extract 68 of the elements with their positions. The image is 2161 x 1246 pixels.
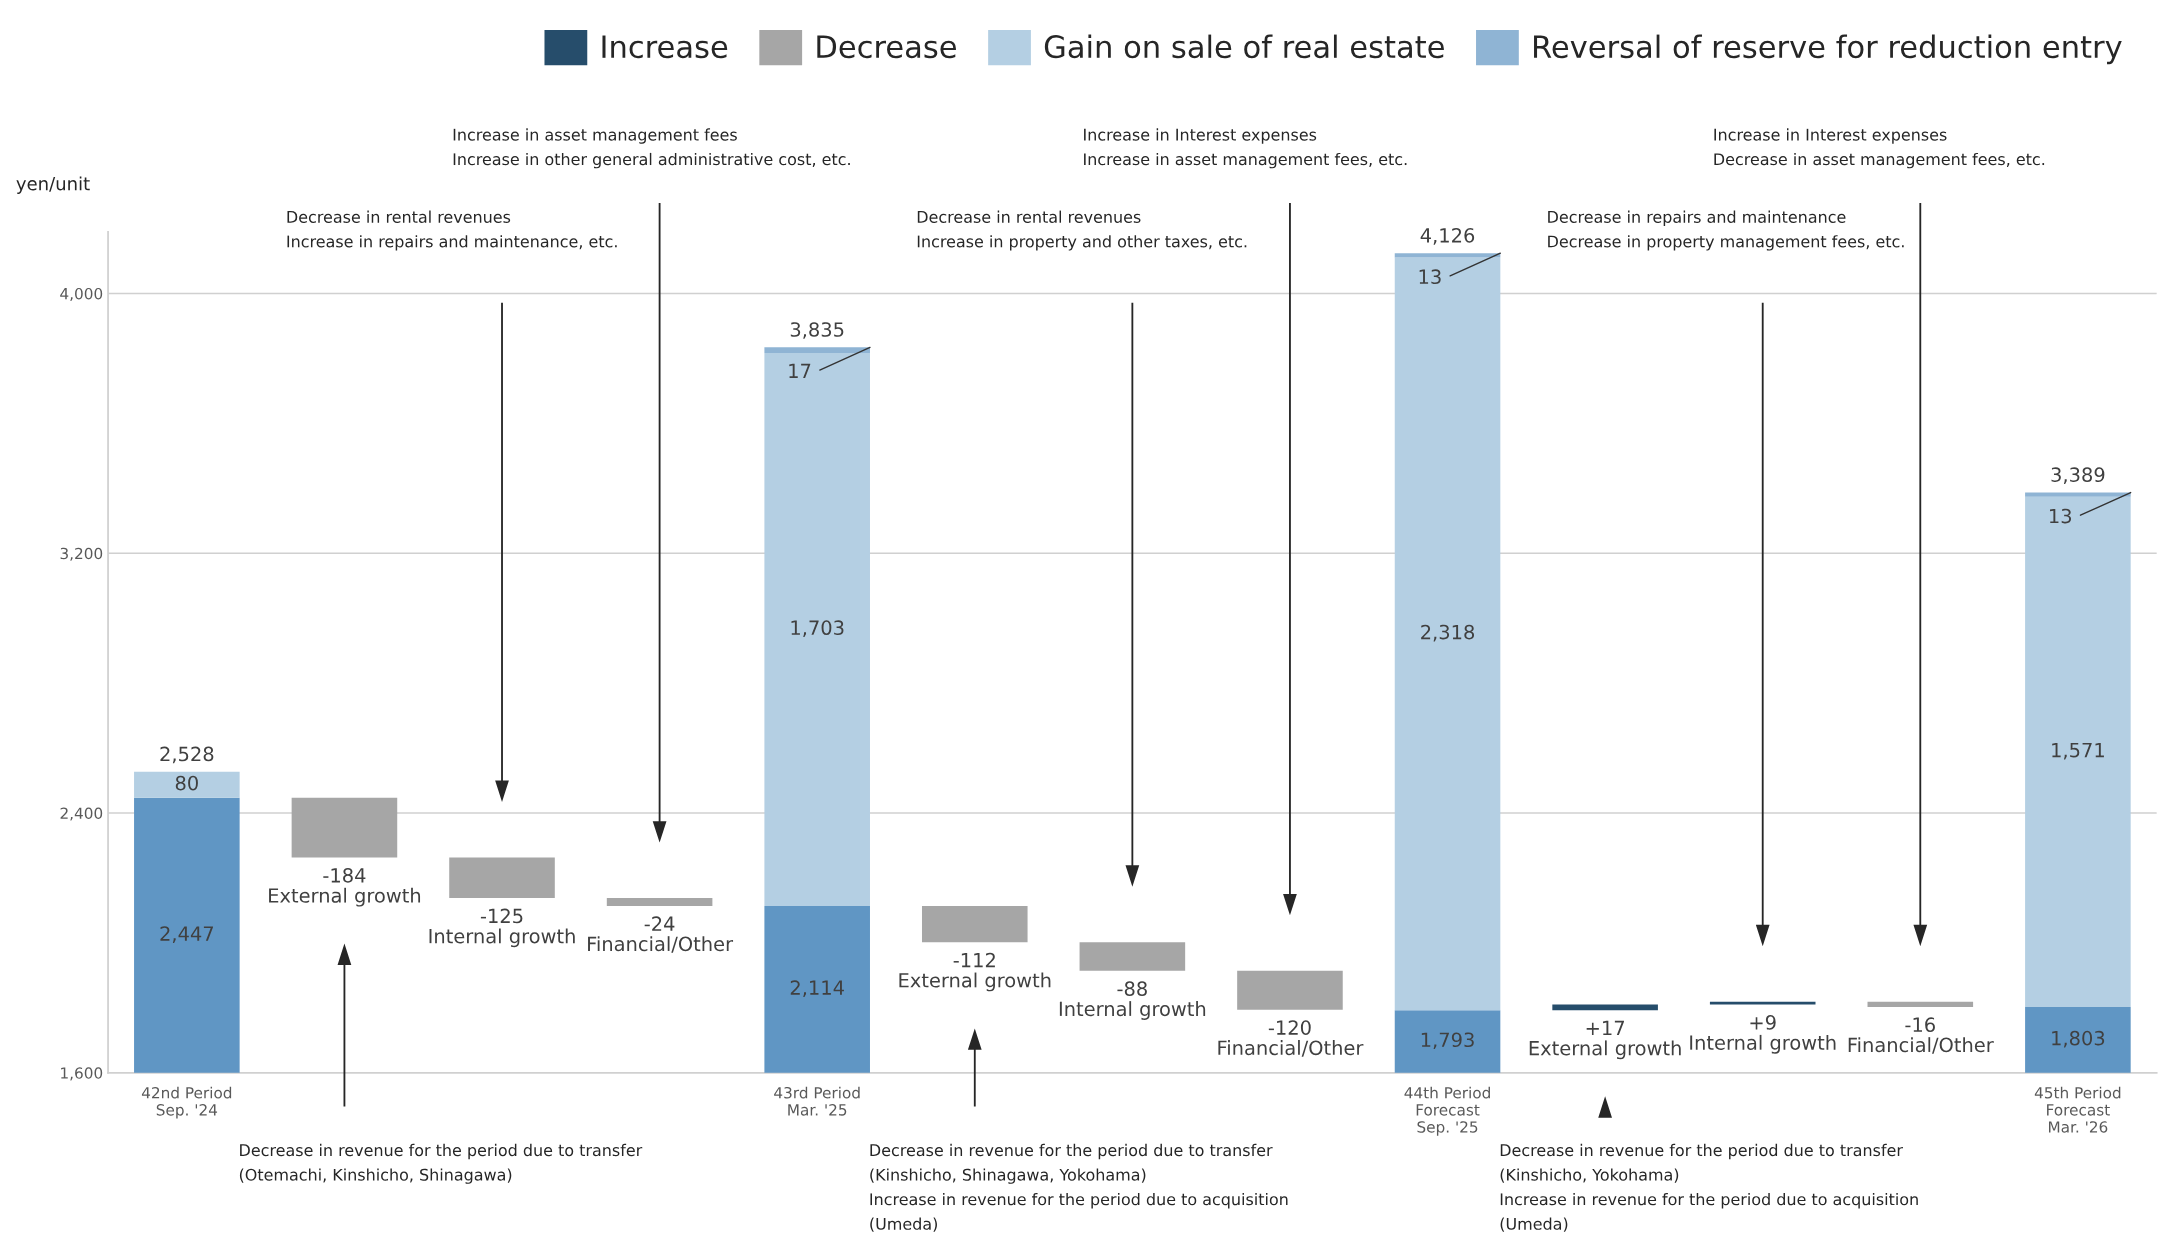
x-tick-label: External growth [899,972,1051,992]
data-label: -16 [1905,1017,1935,1033]
bar [1867,1001,1974,1007]
total-label: 3,835 [790,322,844,339]
text: Increase in Interest expenses Decrease in asset management fees, etc. [1714,128,2045,169]
legend-label: Gain on sale of real estate [1044,34,1444,59]
y-tick-label: 4,000 [60,287,103,302]
total-label: 2,528 [160,746,214,764]
data-label: +17 [1586,1020,1624,1035]
total-label: 3,389 [2051,467,2105,484]
x-tick-label: External growth [1529,1040,1681,1060]
data-label: 1,703 [791,620,844,638]
data-label: -24 [644,916,675,931]
x-tick-label: Financial/Other [1218,1040,1364,1057]
text: Decrease in revenue for the period due to transfer (Otemachi, Kinshicho, Shinagawa) [239,1143,643,1184]
text: Increase in Interest expenses Increase in asset management fees, etc. [1084,128,1407,169]
data-label: 2,447 [160,926,214,943]
data-label: 17 [789,363,811,378]
bar [1552,1004,1658,1011]
data-label: 80 [175,775,198,791]
text: Decrease in revenue for the period due to transfer (Kinshicho, Yokohama) Increase in revenue for the period due to acquisition (Umeda) [1500,1143,1918,1232]
x-tick-label: External growth [269,887,421,907]
bar [2025,492,2131,497]
x-tick-label: Internal growth [1690,1034,1836,1054]
data-label: +9 [1750,1015,1776,1030]
data-label: 1,793 [1421,1032,1474,1050]
y-tick-label: 3,200 [60,547,103,561]
bar [1079,942,1186,971]
x-tick-label: Internal growth [1059,1001,1206,1020]
annotation: Decrease in repairs and maintenance Decrease in property management fees, etc. [1548,210,1904,251]
x-tick-label: 43rd Period Mar. '25 [774,1086,860,1116]
data-label: 2,114 [790,980,844,997]
legend-label: Decrease [817,35,956,59]
y-tick-label: 2,400 [60,807,103,821]
legend-label: Reversal of reserve for reduction entry [1534,34,2122,65]
bar [764,347,870,353]
data-label: 1,571 [2052,743,2104,760]
bar [921,905,1028,943]
data-label: -184 [323,867,366,883]
y-axis-title: yen/unit [16,176,90,194]
data-label: 13 [1419,269,1441,285]
bar [1237,970,1343,1010]
data-label: -112 [953,952,995,968]
x-tick-label: 45th Period Forecast Mar. '26 [2034,1086,2121,1133]
x-tick-label: 44th Period Forecast Sep. '25 [1404,1086,1490,1136]
data-label: 1,803 [2052,1030,2105,1048]
text: Increase in asset management fees Increase in other general administrative cost, etc. [453,128,850,169]
bar [606,898,713,906]
bar [1709,1001,1816,1005]
y-tick-label: 1,600 [61,1067,103,1081]
x-tick-label: 42nd Period Sep. '24 [141,1086,232,1119]
data-label: 13 [2050,508,2072,524]
x-tick-label: Internal growth [429,928,575,948]
total-label: 4,126 [1420,227,1475,245]
bar [1394,253,1501,258]
data-label: -125 [480,908,523,924]
bar [291,797,398,858]
annotation: Decrease in rental revenues Increase in property and other taxes, etc. [917,210,1247,251]
data-label: 2,318 [1421,624,1475,642]
x-tick-label: Financial/Other [1848,1037,1994,1054]
x-tick-label: Financial/Other [588,936,734,953]
text: Decrease in revenue for the period due to transfer (Kinshicho, Shinagawa, Yokohama) Increase in revenue for the period due to acquisition (Umeda) [870,1143,1288,1232]
legend-label: Increase [602,35,728,59]
bar [134,771,240,798]
annotation: Decrease in rental revenues Increase in repairs and maintenance, etc. [287,210,617,251]
data-label: -120 [1268,1020,1311,1035]
data-label: -88 [1117,981,1147,996]
bar [449,857,555,899]
